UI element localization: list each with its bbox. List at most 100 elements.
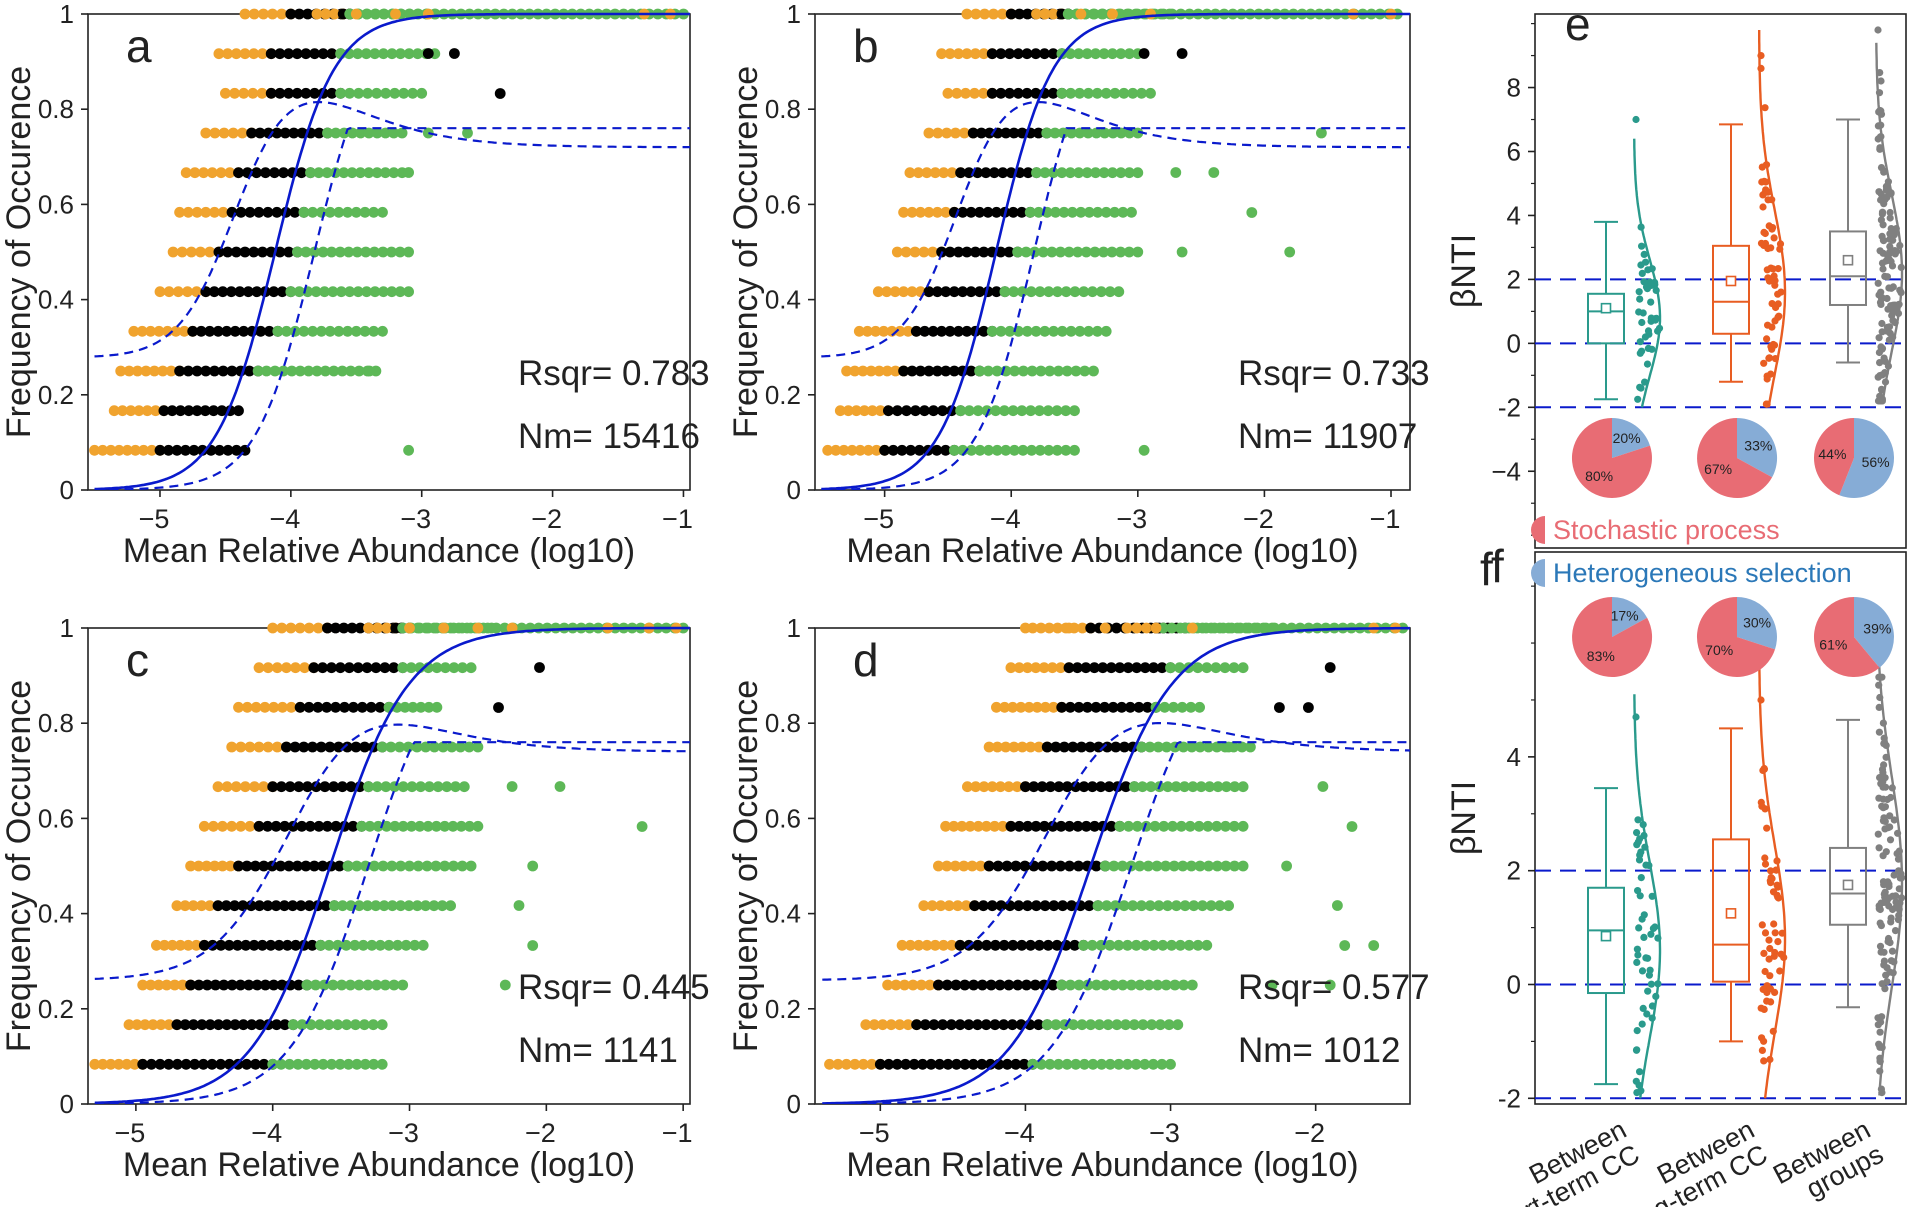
point-below [1346, 821, 1358, 832]
point-above [918, 246, 930, 258]
point-below [396, 127, 408, 139]
point-below [1092, 900, 1104, 912]
point-below [1106, 246, 1118, 258]
point-within [334, 860, 345, 872]
box [1712, 838, 1750, 983]
point-below [439, 860, 451, 872]
point-below [1117, 206, 1129, 218]
point-within [1080, 662, 1092, 674]
point-above [209, 127, 221, 139]
point-below [1132, 127, 1144, 139]
point-within [339, 701, 350, 713]
point-below [1186, 860, 1197, 872]
point-within [1073, 860, 1084, 872]
point-within [995, 48, 1007, 60]
data-point [1634, 951, 1642, 959]
point-below [1169, 979, 1181, 991]
point-below [1083, 87, 1094, 99]
y-tick-label: 0.6 [765, 803, 801, 833]
point-below [1243, 622, 1255, 634]
point-within [279, 820, 291, 832]
point-below [1217, 622, 1229, 634]
point-within [229, 900, 241, 912]
point-below [395, 48, 406, 60]
point-within [292, 860, 303, 872]
point-above [1077, 622, 1088, 634]
point-above [258, 781, 269, 793]
point-below [1157, 939, 1169, 951]
point-within [213, 1019, 224, 1031]
point-within [271, 206, 283, 218]
point-within [284, 781, 296, 793]
point-below [319, 286, 330, 298]
point-below [1178, 741, 1189, 753]
point-above [256, 87, 268, 99]
data-point [1638, 318, 1646, 327]
point-within [959, 1058, 971, 1070]
point-within [900, 1058, 912, 1070]
point-below [369, 286, 381, 298]
point-below [394, 286, 406, 298]
point-within [300, 860, 312, 872]
point-within [359, 741, 371, 753]
pie-label-stochastic: 67% [1704, 461, 1732, 477]
data-point [1643, 1010, 1651, 1018]
data-point [1895, 885, 1903, 893]
y-tick-label: 0 [60, 475, 74, 505]
data-point [1883, 964, 1891, 972]
point-below [367, 1019, 379, 1031]
point-below [1201, 939, 1213, 951]
point-below [458, 781, 470, 793]
point-above [329, 8, 340, 20]
point-within [933, 979, 944, 991]
point-above [896, 939, 908, 951]
rsqr-text: Rsqr= 0.577 [1238, 968, 1430, 1007]
fit-curve [94, 12, 690, 490]
data-point [1638, 1020, 1646, 1028]
point-within [1139, 662, 1151, 674]
point-above [1047, 662, 1058, 674]
point-above [198, 820, 210, 832]
data-point [1875, 188, 1883, 196]
point-below [363, 127, 375, 139]
point-within [374, 701, 386, 713]
point-within [171, 1019, 183, 1031]
x-axis-label: Mean Relative Abundance (log10) [123, 532, 635, 570]
point-below [386, 860, 398, 872]
point-above [981, 820, 992, 832]
point-above [924, 979, 936, 991]
point-above [822, 444, 834, 456]
point-above [129, 1058, 141, 1070]
point-within [276, 781, 287, 793]
point-within [911, 1019, 922, 1031]
data-point [1877, 164, 1886, 172]
point-below [1098, 167, 1110, 179]
data-point [1645, 971, 1653, 979]
point-within [283, 48, 294, 60]
point-within [1012, 87, 1024, 99]
point-below [350, 325, 362, 337]
point-below [430, 860, 442, 872]
point-above [979, 8, 990, 20]
point-within [328, 781, 340, 793]
point-below [1051, 444, 1063, 456]
data-point [1637, 848, 1645, 856]
point-within [222, 444, 234, 456]
point-below [301, 1058, 312, 1070]
data-point [1636, 295, 1644, 303]
point-above [257, 48, 268, 60]
point-above [858, 1058, 869, 1070]
point-within [936, 325, 947, 337]
point-below [372, 820, 384, 832]
point-within [974, 206, 985, 218]
point-above [936, 48, 947, 60]
point-below [1098, 246, 1109, 258]
point-below [385, 741, 397, 753]
point-below [1147, 1058, 1159, 1070]
point-within [283, 246, 295, 258]
data-point [1886, 248, 1894, 256]
